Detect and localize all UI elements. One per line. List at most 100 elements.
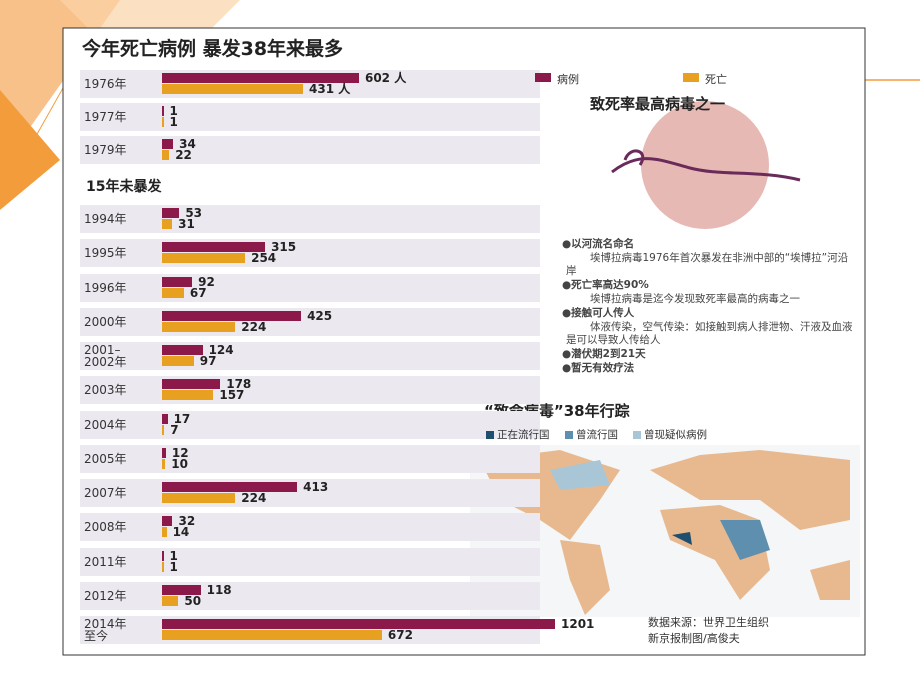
value-label: 602 人	[364, 71, 407, 85]
value-label: 31	[178, 217, 195, 231]
value-label: 1201	[561, 617, 595, 631]
bar	[162, 253, 246, 264]
row-band	[80, 273, 540, 302]
value-label: 1	[169, 104, 178, 118]
bar	[162, 550, 164, 561]
category-label: 2012年	[84, 588, 127, 603]
panel-text: ●以河流名命名	[562, 238, 635, 250]
value-label: 50	[184, 593, 202, 608]
bar	[162, 287, 184, 298]
value-label: 1	[169, 559, 178, 574]
value-label: 53	[185, 206, 203, 220]
category-label: 2000年	[84, 314, 127, 329]
panel-text: ●暂无有效疗法	[562, 362, 635, 374]
row-band	[80, 581, 540, 610]
panel-text: ●接触可人传人	[562, 307, 635, 319]
row-band	[80, 479, 540, 507]
bar	[162, 390, 214, 401]
bar	[162, 208, 180, 218]
value-label: 32	[178, 514, 196, 529]
category-label: 1996年	[84, 280, 127, 295]
bar	[162, 379, 221, 390]
map-legend-swatch	[565, 431, 573, 439]
value-label: 34	[179, 137, 196, 151]
row-band	[80, 444, 540, 473]
value-label: 224	[241, 491, 267, 505]
bar	[162, 321, 236, 332]
category-label: 2005年	[84, 451, 127, 466]
row-band	[80, 513, 540, 542]
legend-swatch	[683, 73, 699, 82]
category-label: 1994年	[84, 212, 127, 226]
panel-text: ●死亡率高达90%	[562, 279, 649, 291]
legend-label: 病例	[557, 73, 579, 86]
value-label: 672	[387, 628, 413, 642]
panel-title: 致死率最高病毒之一	[590, 95, 726, 113]
value-label: 10	[171, 456, 188, 471]
legend-label: 死亡	[705, 73, 727, 86]
bar	[162, 561, 164, 572]
map-legend-swatch	[633, 431, 641, 439]
category-label: 1979年	[84, 143, 127, 157]
category-label: 1995年	[84, 246, 127, 261]
bar	[162, 150, 170, 160]
map-legend-label: 正在流行国	[497, 429, 550, 441]
row-band	[80, 307, 540, 336]
panel-text: 体液传染，空气传染：如接触到病人排泄物、汗液及血液是可以导致人传给人	[566, 321, 853, 346]
value-label: 224	[241, 319, 267, 334]
value-label: 178	[226, 377, 252, 392]
bar	[162, 310, 302, 321]
category-label: 2007年	[84, 486, 127, 500]
value-label: 118	[206, 582, 232, 597]
value-label: 14	[172, 525, 190, 540]
value-label: 124	[208, 343, 234, 357]
bar	[162, 139, 174, 149]
bar	[162, 516, 173, 527]
bar	[162, 458, 166, 469]
row-band	[80, 103, 540, 131]
map-legend-swatch	[486, 431, 494, 439]
bar	[162, 276, 193, 287]
category-label: 2014年 至今	[84, 617, 127, 643]
value-label: 413	[303, 480, 329, 494]
bar	[162, 424, 165, 435]
bar	[162, 630, 382, 640]
bar	[162, 584, 201, 595]
bar	[162, 356, 194, 366]
map-legend-label: 曾流行国	[576, 429, 618, 441]
row-band	[80, 547, 540, 576]
bar	[162, 527, 167, 538]
bar	[162, 73, 359, 83]
category-label: 1977年	[84, 110, 127, 124]
row-band	[80, 376, 540, 405]
map-legend-label: 曾现疑似病例	[644, 429, 707, 441]
section-label: 15年未暴发	[86, 179, 162, 195]
value-label: 92	[198, 274, 215, 289]
category-label: 2008年	[84, 520, 127, 535]
row-band	[80, 410, 540, 439]
bar	[162, 84, 304, 94]
value-label: 315	[271, 240, 297, 255]
row-band	[80, 136, 540, 164]
bar	[162, 106, 164, 116]
bar	[162, 619, 555, 629]
value-label: 67	[189, 285, 207, 300]
value-label: 431 人	[309, 82, 351, 96]
value-label: 7	[170, 422, 179, 437]
value-label: 157	[219, 388, 245, 403]
category-label: 1976年	[84, 77, 127, 91]
panel-text: 埃博拉病毒是迄今发现致死率最高的病毒之一	[590, 293, 800, 305]
row-band	[80, 205, 540, 233]
category-label: 2004年	[84, 417, 127, 432]
value-label: 425	[307, 308, 333, 323]
bar	[162, 482, 298, 492]
source: 数据来源：世界卫生组织	[648, 616, 769, 629]
value-label: 17	[173, 411, 191, 426]
source: 新京报制图/高俊夫	[648, 632, 740, 645]
value-label: 1	[169, 115, 178, 129]
bar	[162, 242, 266, 253]
row-band	[80, 342, 540, 370]
category-label: 2011年	[84, 554, 127, 569]
value-label: 22	[175, 148, 192, 162]
